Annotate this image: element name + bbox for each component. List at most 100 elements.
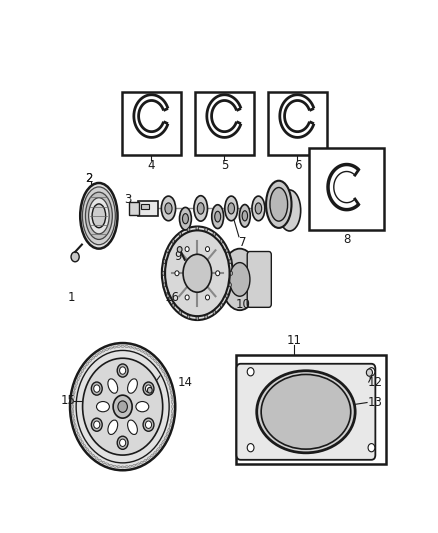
Ellipse shape [170, 391, 172, 394]
FancyBboxPatch shape [130, 202, 139, 215]
Ellipse shape [166, 432, 168, 436]
Circle shape [185, 295, 189, 300]
Text: 11: 11 [286, 335, 301, 348]
Ellipse shape [187, 314, 190, 319]
Circle shape [92, 382, 102, 395]
Circle shape [120, 367, 126, 374]
Ellipse shape [79, 437, 81, 440]
Ellipse shape [240, 205, 250, 227]
Ellipse shape [86, 448, 89, 451]
Ellipse shape [229, 283, 231, 287]
Ellipse shape [77, 377, 79, 381]
Circle shape [368, 368, 375, 376]
Circle shape [70, 343, 175, 470]
Ellipse shape [196, 227, 199, 230]
Ellipse shape [80, 183, 117, 248]
Ellipse shape [230, 263, 250, 296]
Ellipse shape [133, 347, 136, 349]
Ellipse shape [187, 228, 190, 232]
Ellipse shape [127, 379, 138, 393]
Ellipse shape [163, 283, 166, 287]
Ellipse shape [72, 405, 74, 409]
Ellipse shape [72, 400, 74, 404]
Ellipse shape [99, 352, 102, 354]
Ellipse shape [171, 395, 173, 399]
Ellipse shape [147, 457, 150, 459]
Ellipse shape [136, 348, 140, 350]
Ellipse shape [106, 348, 109, 350]
Ellipse shape [197, 203, 204, 214]
Text: 9: 9 [174, 251, 182, 263]
Ellipse shape [108, 379, 118, 393]
Circle shape [117, 436, 128, 449]
Ellipse shape [162, 227, 233, 320]
Ellipse shape [136, 463, 140, 465]
Ellipse shape [225, 196, 238, 221]
Text: 6: 6 [294, 159, 301, 172]
Ellipse shape [183, 254, 212, 292]
Ellipse shape [162, 440, 164, 444]
Circle shape [205, 295, 209, 300]
Circle shape [113, 395, 132, 418]
Ellipse shape [261, 375, 351, 449]
Ellipse shape [165, 203, 172, 214]
Ellipse shape [88, 198, 109, 234]
Ellipse shape [194, 196, 208, 221]
Ellipse shape [159, 444, 162, 448]
Ellipse shape [81, 369, 84, 373]
Ellipse shape [110, 347, 113, 349]
Bar [195, 92, 254, 155]
Ellipse shape [89, 359, 92, 362]
Ellipse shape [166, 249, 170, 253]
Text: 14: 14 [178, 376, 193, 389]
Ellipse shape [113, 346, 117, 348]
Ellipse shape [171, 414, 173, 418]
Ellipse shape [151, 357, 153, 359]
Ellipse shape [140, 461, 143, 464]
Ellipse shape [215, 211, 221, 222]
Ellipse shape [73, 391, 75, 394]
Ellipse shape [252, 196, 265, 221]
Ellipse shape [168, 428, 170, 432]
Ellipse shape [159, 366, 162, 369]
Ellipse shape [129, 346, 132, 348]
Ellipse shape [242, 211, 247, 221]
Ellipse shape [85, 192, 112, 239]
Ellipse shape [163, 260, 166, 264]
Ellipse shape [180, 207, 191, 230]
FancyBboxPatch shape [141, 204, 149, 209]
Ellipse shape [129, 465, 132, 467]
Ellipse shape [179, 310, 182, 314]
FancyBboxPatch shape [138, 200, 158, 216]
Ellipse shape [83, 366, 86, 369]
Bar [237, 356, 386, 464]
Circle shape [177, 247, 182, 252]
Ellipse shape [83, 444, 86, 448]
Ellipse shape [95, 354, 98, 357]
Ellipse shape [213, 310, 215, 314]
Ellipse shape [79, 373, 81, 377]
Ellipse shape [96, 401, 110, 412]
Ellipse shape [75, 382, 78, 385]
Bar [122, 92, 181, 155]
Text: 12: 12 [368, 376, 383, 389]
Ellipse shape [75, 428, 78, 432]
Ellipse shape [77, 432, 79, 436]
Ellipse shape [166, 294, 170, 298]
Ellipse shape [108, 420, 118, 434]
Ellipse shape [183, 214, 188, 224]
Circle shape [366, 369, 372, 376]
Text: 2: 2 [85, 172, 92, 185]
Text: 8: 8 [343, 233, 350, 246]
Ellipse shape [92, 454, 95, 457]
Ellipse shape [72, 409, 74, 414]
Ellipse shape [72, 414, 74, 418]
Bar [309, 148, 384, 230]
Ellipse shape [168, 382, 170, 385]
Ellipse shape [161, 196, 176, 221]
Ellipse shape [270, 188, 288, 221]
Ellipse shape [125, 466, 128, 468]
Ellipse shape [162, 271, 165, 276]
Ellipse shape [125, 345, 128, 348]
FancyBboxPatch shape [237, 364, 375, 460]
